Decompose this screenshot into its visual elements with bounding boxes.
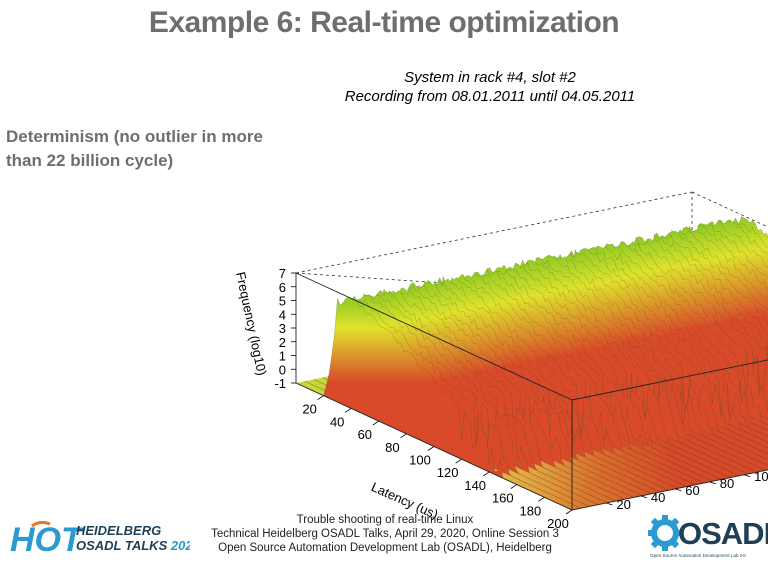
x-tick-label: 160 xyxy=(492,491,514,506)
z-tick-label: 3 xyxy=(279,321,286,336)
box-edge-front xyxy=(571,469,768,511)
hot-logo-line-2: OSADL TALKS 2020 xyxy=(76,538,190,553)
z-tick-label: 7 xyxy=(279,266,286,281)
x-tick-label: 180 xyxy=(520,503,542,518)
y-tick xyxy=(709,481,716,485)
x-tick xyxy=(482,471,490,477)
footer: Trouble shooting of real-time Linux Tech… xyxy=(190,513,580,555)
x-tick-label: 100 xyxy=(409,453,431,468)
y-tick-label: 20 xyxy=(616,497,630,512)
x-tick xyxy=(372,420,380,426)
hot-talks-logo: HOT HEIDELBERG OSADL TALKS 2020 xyxy=(10,518,201,559)
x-tick-label: 80 xyxy=(385,440,399,455)
slide-title: Example 6: Real-time optimization xyxy=(148,6,620,39)
plot-title-line-1: System in rack #4, slot #2 xyxy=(404,69,576,86)
box-edge-back xyxy=(691,191,768,228)
footer-line-3: Open Source Automation Development Lab (… xyxy=(218,542,552,554)
box-edge-back xyxy=(295,191,693,274)
x-tick-label: 20 xyxy=(302,402,316,417)
x-tick xyxy=(400,433,407,439)
hot-logo-mark: HOT xyxy=(10,521,85,558)
y-tick-label: 100 xyxy=(754,469,768,484)
osadl-full-name: Open Source Automation Development Lab e… xyxy=(650,553,747,558)
y-tick-label: 60 xyxy=(685,483,699,498)
box-edge-front xyxy=(571,359,768,401)
y-tick xyxy=(640,495,647,499)
x-tick xyxy=(538,496,545,502)
x-tick-label: 120 xyxy=(437,465,459,480)
y-tick-label: 80 xyxy=(720,476,734,491)
slide-subtitle: Determinism (no outlier in more than 22 … xyxy=(6,127,263,170)
x-tick-label: 40 xyxy=(330,414,344,429)
x-tick xyxy=(510,484,518,489)
osadl-logo: OSADL Open Source Automation Development… xyxy=(648,514,768,564)
y-tick xyxy=(744,474,751,478)
plot-title-line-2: Recording from 08.01.2011 until 04.05.20… xyxy=(344,88,636,105)
osadl-name: OSADL xyxy=(678,516,768,551)
z-tick-label: 1 xyxy=(279,349,286,364)
plot-title: System in rack #4, slot #2 Recording fro… xyxy=(300,68,680,106)
z-tick-label: 6 xyxy=(279,280,286,295)
x-tick-label: 60 xyxy=(358,427,372,442)
x-tick-label: 200 xyxy=(547,516,569,531)
z-tick-label: -1 xyxy=(274,376,286,391)
footer-line-2: Technical Heidelberg OSADL Talks, April … xyxy=(211,528,559,540)
z-tick-label: 5 xyxy=(279,294,286,309)
z-tick-label: 2 xyxy=(279,335,286,350)
x-tick xyxy=(427,446,435,451)
gear-icon xyxy=(648,515,682,551)
z-tick-label: 0 xyxy=(279,362,286,377)
x-tick xyxy=(344,408,352,413)
y-tick xyxy=(675,488,682,492)
box-edge-front xyxy=(295,272,573,401)
x-tick xyxy=(565,509,573,515)
z-axis-label: Frequency (log10) xyxy=(233,271,270,377)
x-tick xyxy=(317,395,324,401)
z-tick-label: 4 xyxy=(279,307,286,322)
footer-line-1: Trouble shooting of real-time Linux xyxy=(296,514,474,526)
hot-logo-line-1: HEIDELBERG xyxy=(76,523,161,538)
y-tick-label: 40 xyxy=(651,490,665,505)
x-tick-label: 140 xyxy=(464,478,486,493)
x-tick xyxy=(455,458,462,464)
y-tick xyxy=(606,502,613,506)
